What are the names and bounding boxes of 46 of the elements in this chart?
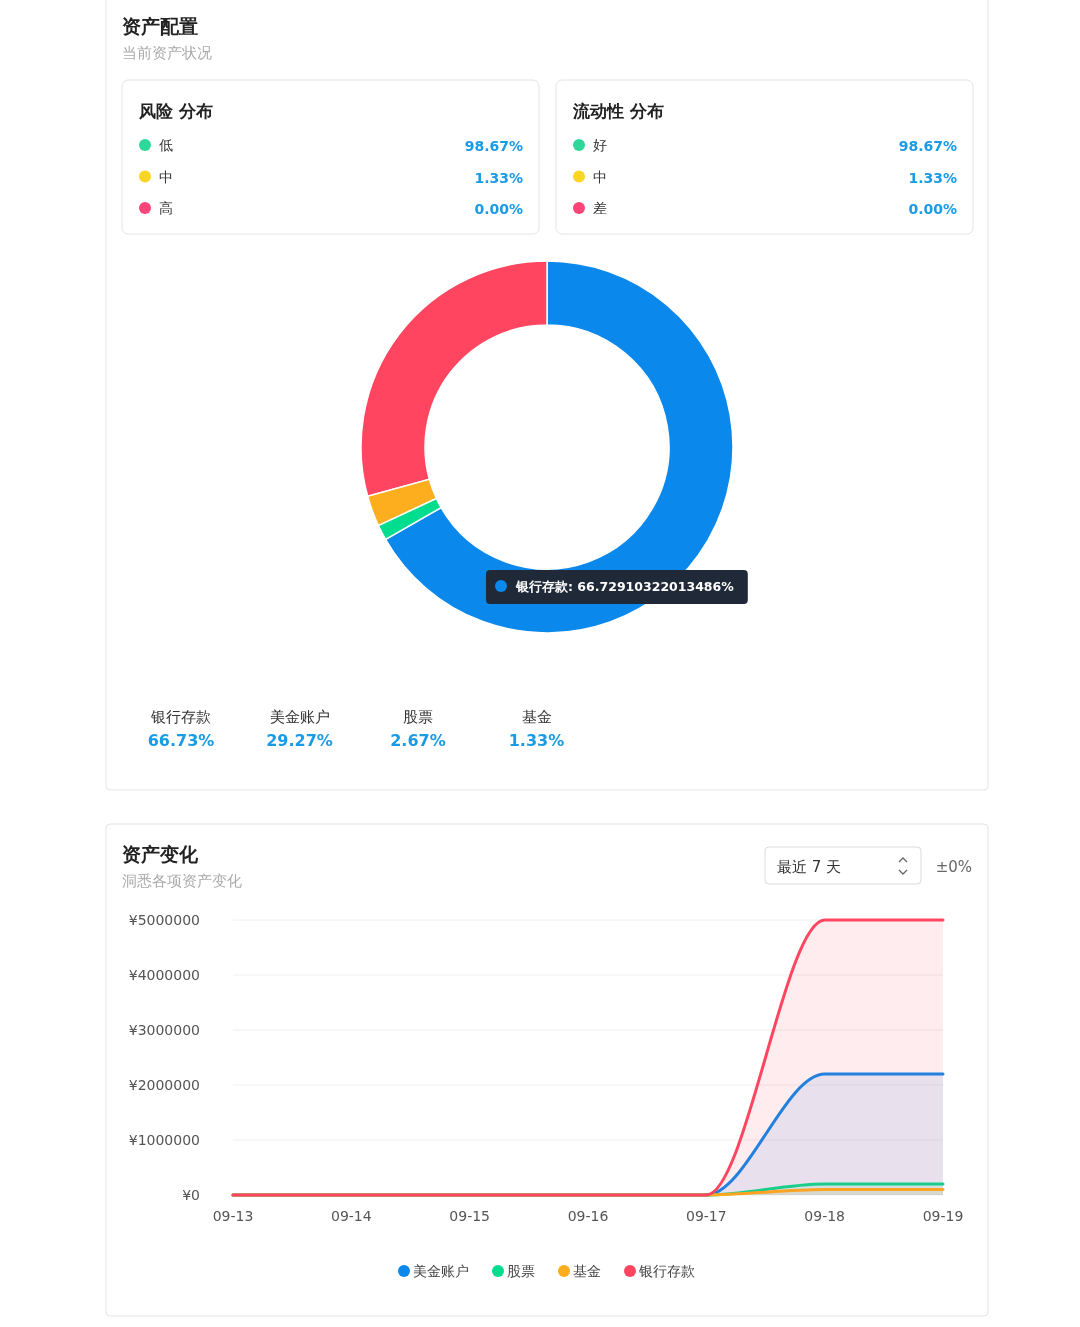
data-label: 98.67% [898, 138, 957, 154]
x-tick-label: 09-14 [330, 1208, 372, 1224]
x-tick-label: 09-13 [212, 1208, 254, 1224]
text: ±0% [935, 858, 972, 876]
x-tick-label: 09-16 [567, 1208, 609, 1224]
text: 资产配置 [122, 15, 198, 37]
chart-subtitle: 洞悉各项资产变化 [122, 872, 242, 890]
data-label: 0.00% [474, 201, 523, 217]
y-tick-label: ¥0 [182, 1187, 200, 1203]
data-label: 1.33% [508, 731, 565, 750]
category-label: 银行存款 [150, 708, 211, 726]
legend-label: 美金账户 [413, 1263, 469, 1279]
legend-label: 基金 [573, 1263, 601, 1279]
text: 风险 分布 [138, 101, 213, 121]
data-label: 1.33% [908, 169, 957, 186]
category-label: 低 [159, 137, 173, 153]
category-label: 好 [593, 137, 607, 153]
data-label: 0.00% [908, 201, 957, 217]
category-label: 高 [159, 200, 173, 216]
category-label: 基金 [521, 708, 552, 726]
x-tick-label: 09-17 [685, 1208, 727, 1224]
data-label: 1.33% [474, 169, 523, 186]
data-label: 2.67% [390, 731, 446, 750]
y-tick-label: ¥2000000 [128, 1077, 200, 1093]
legend-label: 银行存款 [638, 1263, 695, 1279]
chart-title: 资产变化 [122, 843, 199, 865]
x-tick-label: 09-18 [804, 1208, 846, 1224]
category-label: 股票 [403, 708, 433, 726]
text: 最近 7 天 [777, 858, 842, 876]
category-label: 中 [159, 168, 173, 185]
text: 流动性 分布 [572, 101, 664, 121]
category-label: 中 [593, 168, 607, 185]
data-label: 29.27% [266, 731, 333, 750]
y-tick-label: ¥1000000 [128, 1132, 200, 1148]
y-tick-label: ¥4000000 [128, 967, 200, 983]
x-tick-label: 09-19 [922, 1208, 964, 1224]
data-label: 66.73% [147, 731, 215, 750]
y-tick-label: ¥5000000 [128, 912, 200, 928]
x-tick-label: 09-15 [449, 1208, 491, 1224]
legend-label: 股票 [507, 1263, 535, 1279]
category-label: 美金账户 [269, 708, 330, 726]
category-label: 差 [593, 200, 607, 216]
data-label: 98.67% [464, 138, 523, 154]
y-tick-label: ¥3000000 [128, 1022, 200, 1038]
text: 银行存款: 66.72910322013486% [515, 579, 735, 594]
text: 当前资产状况 [122, 44, 212, 62]
